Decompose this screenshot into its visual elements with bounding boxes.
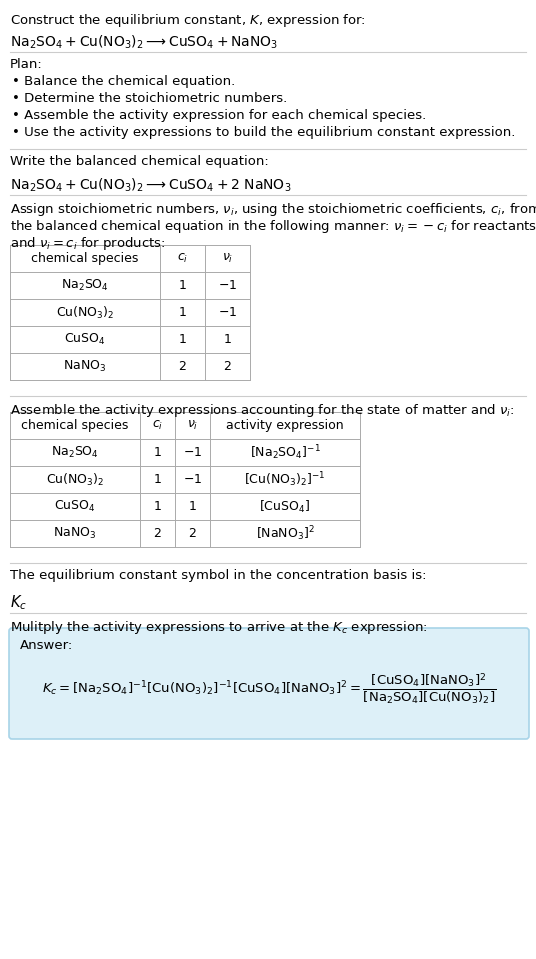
Text: Assign stoichiometric numbers, $\nu_i$, using the stoichiometric coefficients, $: Assign stoichiometric numbers, $\nu_i$, … [10,201,536,218]
Text: chemical species: chemical species [21,419,129,432]
Text: chemical species: chemical species [31,252,139,265]
Text: Construct the equilibrium constant, $K$, expression for:: Construct the equilibrium constant, $K$,… [10,12,366,29]
Text: 1: 1 [178,279,187,292]
Text: 2: 2 [153,527,161,540]
Text: • Assemble the activity expression for each chemical species.: • Assemble the activity expression for e… [12,109,426,122]
Text: $\mathrm{Na_2SO_4 + Cu(NO_3)_2 \longrightarrow CuSO_4 + 2\ NaNO_3}$: $\mathrm{Na_2SO_4 + Cu(NO_3)_2 \longrigh… [10,177,292,195]
Text: $\nu_i$: $\nu_i$ [222,252,233,265]
Text: $[\mathrm{Na_2SO_4}]^{-1}$: $[\mathrm{Na_2SO_4}]^{-1}$ [250,443,321,462]
Text: $[\mathrm{Cu(NO_3)_2}]^{-1}$: $[\mathrm{Cu(NO_3)_2}]^{-1}$ [244,470,326,489]
Text: $-1$: $-1$ [183,446,202,459]
Text: • Balance the chemical equation.: • Balance the chemical equation. [12,75,235,88]
Text: $\mathrm{CuSO_4}$: $\mathrm{CuSO_4}$ [64,332,106,347]
Text: Answer:: Answer: [20,639,73,652]
FancyBboxPatch shape [9,628,529,739]
Text: and $\nu_i = c_i$ for products:: and $\nu_i = c_i$ for products: [10,235,166,252]
Text: Write the balanced chemical equation:: Write the balanced chemical equation: [10,155,269,168]
Text: $\mathrm{Na_2SO_4 + Cu(NO_3)_2 \longrightarrow CuSO_4 + NaNO_3}$: $\mathrm{Na_2SO_4 + Cu(NO_3)_2 \longrigh… [10,34,278,52]
Text: $\mathrm{NaNO_3}$: $\mathrm{NaNO_3}$ [63,359,107,374]
Text: $\mathrm{Na_2SO_4}$: $\mathrm{Na_2SO_4}$ [61,278,109,293]
Text: Plan:: Plan: [10,58,43,71]
Text: the balanced chemical equation in the following manner: $\nu_i = -c_i$ for react: the balanced chemical equation in the fo… [10,218,536,235]
Text: 1: 1 [153,473,161,486]
Text: $\mathrm{CuSO_4}$: $\mathrm{CuSO_4}$ [54,499,96,514]
Text: 1: 1 [153,500,161,513]
Text: $c_i$: $c_i$ [152,419,163,433]
Text: activity expression: activity expression [226,419,344,432]
Text: 1: 1 [189,500,196,513]
Text: 1: 1 [178,306,187,319]
Text: • Determine the stoichiometric numbers.: • Determine the stoichiometric numbers. [12,92,287,105]
Text: $-1$: $-1$ [218,306,237,319]
Text: $\nu_i$: $\nu_i$ [187,419,198,433]
Text: Assemble the activity expressions accounting for the state of matter and $\nu_i$: Assemble the activity expressions accoun… [10,402,515,419]
Text: $\mathrm{Cu(NO_3)_2}$: $\mathrm{Cu(NO_3)_2}$ [56,304,114,320]
Text: $\mathrm{Cu(NO_3)_2}$: $\mathrm{Cu(NO_3)_2}$ [46,472,104,487]
Text: $\mathrm{Na_2SO_4}$: $\mathrm{Na_2SO_4}$ [51,445,99,460]
Text: 2: 2 [189,527,196,540]
Text: 1: 1 [153,446,161,459]
Text: Mulitply the activity expressions to arrive at the $K_c$ expression:: Mulitply the activity expressions to arr… [10,619,428,636]
Text: $K_c = [\mathrm{Na_2SO_4}]^{-1}[\mathrm{Cu(NO_3)_2}]^{-1}[\mathrm{CuSO_4}][\math: $K_c = [\mathrm{Na_2SO_4}]^{-1}[\mathrm{… [42,671,496,707]
Text: $K_c$: $K_c$ [10,593,27,612]
Text: $\mathrm{NaNO_3}$: $\mathrm{NaNO_3}$ [54,526,96,541]
Text: The equilibrium constant symbol in the concentration basis is:: The equilibrium constant symbol in the c… [10,569,427,582]
Text: 1: 1 [224,333,232,346]
Text: $-1$: $-1$ [183,473,202,486]
Text: $-1$: $-1$ [218,279,237,292]
Text: 1: 1 [178,333,187,346]
Text: $[\mathrm{NaNO_3}]^2$: $[\mathrm{NaNO_3}]^2$ [256,525,314,543]
Text: 2: 2 [224,360,232,373]
Text: • Use the activity expressions to build the equilibrium constant expression.: • Use the activity expressions to build … [12,126,516,139]
Text: $[\mathrm{CuSO_4}]$: $[\mathrm{CuSO_4}]$ [259,499,310,515]
Text: 2: 2 [178,360,187,373]
Text: $c_i$: $c_i$ [177,252,188,265]
